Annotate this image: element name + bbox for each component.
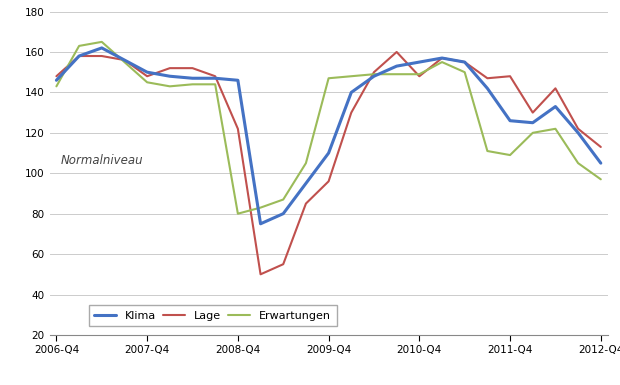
- Line: Lage: Lage: [56, 52, 601, 274]
- Klima: [461, 60, 469, 64]
- Klima: [325, 151, 332, 156]
- Line: Klima: Klima: [56, 48, 601, 224]
- Klima: [121, 58, 128, 62]
- Lage: [257, 272, 264, 276]
- Lage: [280, 262, 287, 266]
- Lage: [507, 74, 514, 79]
- Klima: [53, 78, 60, 83]
- Lage: [143, 74, 151, 79]
- Klima: [507, 119, 514, 123]
- Line: Erwartungen: Erwartungen: [56, 42, 601, 214]
- Lage: [302, 201, 309, 206]
- Erwartungen: [234, 211, 242, 216]
- Erwartungen: [325, 76, 332, 80]
- Lage: [76, 54, 83, 59]
- Lage: [552, 86, 559, 91]
- Lage: [393, 50, 401, 54]
- Klima: [257, 221, 264, 226]
- Klima: [438, 56, 446, 60]
- Erwartungen: [597, 177, 604, 182]
- Lage: [234, 126, 242, 131]
- Lage: [415, 74, 423, 79]
- Lage: [438, 56, 446, 60]
- Klima: [370, 74, 378, 79]
- Klima: [415, 60, 423, 64]
- Klima: [597, 161, 604, 166]
- Klima: [166, 74, 174, 79]
- Erwartungen: [76, 44, 83, 48]
- Lage: [597, 145, 604, 149]
- Erwartungen: [461, 70, 469, 75]
- Erwartungen: [529, 131, 536, 135]
- Erwartungen: [188, 82, 196, 87]
- Erwartungen: [484, 149, 491, 153]
- Erwartungen: [98, 40, 105, 44]
- Erwartungen: [348, 74, 355, 79]
- Legend: Klima, Lage, Erwartungen: Klima, Lage, Erwartungen: [89, 305, 337, 326]
- Lage: [461, 60, 469, 64]
- Klima: [98, 46, 105, 50]
- Lage: [574, 126, 582, 131]
- Lage: [529, 110, 536, 115]
- Klima: [552, 104, 559, 109]
- Klima: [234, 78, 242, 83]
- Klima: [529, 121, 536, 125]
- Lage: [166, 66, 174, 70]
- Lage: [53, 74, 60, 79]
- Erwartungen: [393, 72, 401, 77]
- Erwartungen: [280, 197, 287, 202]
- Lage: [325, 179, 332, 184]
- Lage: [484, 76, 491, 80]
- Lage: [188, 66, 196, 70]
- Klima: [188, 76, 196, 80]
- Klima: [393, 64, 401, 69]
- Erwartungen: [370, 72, 378, 77]
- Erwartungen: [121, 60, 128, 64]
- Klima: [348, 90, 355, 95]
- Erwartungen: [507, 153, 514, 157]
- Erwartungen: [53, 84, 60, 89]
- Klima: [280, 211, 287, 216]
- Erwartungen: [574, 161, 582, 166]
- Erwartungen: [438, 60, 446, 64]
- Erwartungen: [166, 84, 174, 89]
- Klima: [211, 76, 219, 80]
- Erwartungen: [302, 161, 309, 166]
- Erwartungen: [211, 82, 219, 87]
- Lage: [348, 110, 355, 115]
- Klima: [76, 54, 83, 59]
- Lage: [211, 74, 219, 79]
- Erwartungen: [257, 205, 264, 210]
- Erwartungen: [143, 80, 151, 85]
- Lage: [121, 58, 128, 62]
- Text: Normalniveau: Normalniveau: [61, 154, 143, 167]
- Klima: [484, 86, 491, 91]
- Erwartungen: [552, 126, 559, 131]
- Klima: [574, 131, 582, 135]
- Erwartungen: [415, 72, 423, 77]
- Klima: [143, 70, 151, 75]
- Klima: [302, 181, 309, 186]
- Lage: [98, 54, 105, 59]
- Lage: [370, 70, 378, 75]
